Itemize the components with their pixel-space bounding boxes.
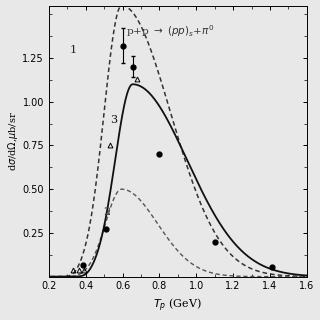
X-axis label: $T_p$ (GeV): $T_p$ (GeV) [153,297,202,315]
Text: p+p $\rightarrow$ $(pp)_s$+$\pi^0$: p+p $\rightarrow$ $(pp)_s$+$\pi^0$ [126,23,214,39]
Text: 3: 3 [110,115,117,125]
Y-axis label: d$\sigma$/d$\Omega$,$\mu$b/sr: d$\sigma$/d$\Omega$,$\mu$b/sr [5,111,20,171]
Text: 1: 1 [70,45,77,55]
Text: 2: 2 [103,207,110,217]
